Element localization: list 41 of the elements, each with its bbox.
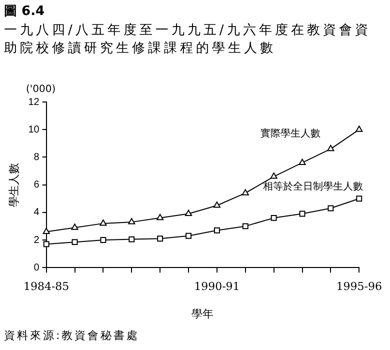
point xyxy=(356,196,362,202)
point xyxy=(156,214,164,220)
point xyxy=(299,210,306,217)
y-tick-label: 8 xyxy=(34,152,40,163)
y-tick-label: 0 xyxy=(34,262,40,274)
source-note: 資料來源:教資會秘書處 xyxy=(4,328,140,343)
x-tick-label: 1984-85 xyxy=(23,280,70,294)
point xyxy=(356,126,363,132)
series-label: 相等於全日制學生人數 xyxy=(263,180,364,193)
point xyxy=(128,236,135,242)
chart-subtitle: 一九八四/八五年度至一九九五/九六年度在教資會資助院校修讀研究生修課課程的學生人數 xyxy=(4,22,372,58)
point xyxy=(214,227,220,234)
y-tick-label: 2 xyxy=(34,234,40,246)
point xyxy=(327,144,334,152)
point xyxy=(213,202,220,208)
point xyxy=(270,214,277,221)
point xyxy=(186,232,192,239)
point xyxy=(100,237,106,243)
x-axis-title: 學年 xyxy=(192,308,214,320)
text: ('000) xyxy=(26,84,56,95)
point xyxy=(184,210,192,216)
point xyxy=(242,223,248,230)
point xyxy=(157,236,164,242)
x-tick-label: 1995-96 xyxy=(336,280,382,294)
point xyxy=(270,172,278,179)
point xyxy=(72,239,78,246)
series-label: 實際學生人數 xyxy=(260,128,320,140)
chart-title: 圖 6.4 xyxy=(4,3,45,20)
point xyxy=(71,224,78,230)
point xyxy=(298,158,306,165)
y-tick-label: 10 xyxy=(28,124,40,136)
y-tick-label: 4 xyxy=(34,207,40,218)
y-tick-label: 12 xyxy=(28,96,40,108)
y-axis-title: 學生人數 xyxy=(8,162,21,207)
x-tick-label: 1990-91 xyxy=(194,280,240,294)
point xyxy=(43,241,50,248)
y-tick-label: 6 xyxy=(34,180,40,191)
point xyxy=(328,205,334,212)
point xyxy=(100,219,107,226)
point xyxy=(242,189,249,196)
point xyxy=(128,218,136,224)
